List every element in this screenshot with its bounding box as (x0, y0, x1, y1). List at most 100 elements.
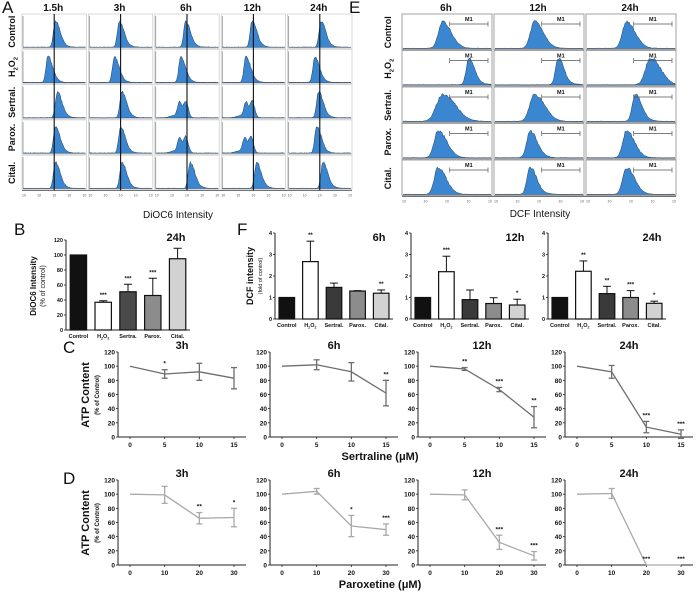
y-tick-label: 120 (404, 350, 415, 357)
x-tick-label: 0 (575, 442, 579, 449)
x-tick-label: 20 (196, 570, 204, 577)
x-tick-label: H2O2 (440, 323, 452, 329)
bar (69, 254, 88, 331)
bar-chart-6h: 0 1 2 3 4 Control ** H2O2 Sertral. Parox. ** Cital.… (269, 231, 393, 329)
x-tick-label: 10 (537, 200, 541, 204)
x-tick-label: 10 (402, 200, 406, 204)
y-tick-label: 100 (551, 364, 562, 371)
significance-marker: ** (197, 504, 203, 511)
column-header: 12h (529, 3, 546, 14)
x-tick-label: 10 (236, 194, 240, 198)
y-tick-label: 120 (404, 478, 415, 485)
x-axis-title: DiOC6 Intensity (143, 210, 213, 221)
y-tick-label: 0 (111, 563, 115, 570)
histogram-area (586, 58, 676, 86)
y-tick-label: 60 (57, 283, 63, 289)
y-tick-label: 100 (104, 364, 115, 371)
y-tick-label: 3 (269, 253, 272, 259)
y-tick-label: 40 (108, 534, 116, 541)
x-tick-label: 5 (610, 442, 614, 449)
column-header: 6h (440, 3, 452, 14)
y-tick-label: 2 (269, 274, 272, 280)
x-tick-label: 0 (128, 570, 132, 577)
bar (349, 290, 366, 320)
x-tick-label: 10 (608, 200, 612, 204)
bar (645, 302, 663, 320)
bar (508, 304, 526, 320)
histogram-area (494, 129, 584, 159)
y-axis-subtitle: (% of Control) (95, 503, 101, 543)
x-tick-label: 30 (382, 570, 390, 577)
x-tick-label: 10 (67, 194, 71, 198)
x-tick-label: 10 (580, 200, 584, 204)
y-axis-title: DiOC6 Intensity (29, 256, 38, 316)
bar (551, 296, 569, 320)
significance-marker: *** (677, 421, 685, 428)
y-tick-label: 4 (542, 231, 546, 237)
gate-label: M1 (557, 17, 565, 23)
y-tick-label: 20 (108, 548, 116, 555)
bar (168, 258, 187, 331)
significance-marker: *** (643, 412, 651, 419)
chart-title: 12h (473, 340, 492, 352)
x-tick-label: 10 (445, 200, 449, 204)
x-tick-label: 10 (82, 194, 86, 198)
bar (438, 271, 455, 320)
chart-title: 24h (620, 340, 639, 352)
chart-title: 12h (473, 468, 492, 480)
x-tick-label: 0 (280, 442, 284, 449)
row-header: Control (383, 16, 393, 48)
y-tick-label: 80 (555, 378, 563, 385)
y-tick-label: 20 (260, 420, 268, 427)
panel-label-a: A (2, 0, 14, 17)
column-header: 3h (114, 3, 126, 14)
x-tick-label: 10 (318, 194, 322, 198)
row-header: Sertral. (383, 90, 393, 121)
histogram-area (586, 167, 676, 195)
y-tick-label: 120 (54, 238, 63, 244)
y-tick-label: 40 (555, 534, 563, 541)
y-tick-label: 120 (104, 350, 115, 357)
y-tick-label: 0 (60, 328, 63, 334)
data-line (129, 365, 235, 379)
y-axis-subtitle: (fold of control) (258, 257, 264, 294)
y-axis-subtitle: (% of Control) (95, 375, 101, 415)
gate-label: M1 (557, 54, 565, 60)
x-tick-label: 0 (428, 570, 432, 577)
significance-marker: *** (496, 378, 504, 385)
significance-marker: * (653, 293, 656, 299)
panel-label-d: D (63, 469, 76, 488)
data-line (281, 364, 387, 394)
data-line (576, 492, 681, 566)
bar (325, 286, 343, 320)
gate-label: M1 (557, 127, 565, 133)
row-header: Cital. (383, 167, 393, 189)
y-tick-label: 20 (57, 313, 63, 319)
x-tick-label: Cital. (510, 323, 524, 329)
bar (461, 299, 479, 320)
x-tick-label: 0 (575, 570, 579, 577)
data-line (429, 493, 535, 557)
x-tick-label: Parox. (485, 323, 502, 329)
bar (302, 260, 319, 320)
x-tick-label: Control (69, 334, 89, 340)
x-tick-label: Cital. (647, 323, 661, 329)
x-tick-label: 10 (288, 194, 292, 198)
significance-marker: ** (531, 398, 537, 405)
y-tick-label: 100 (404, 492, 415, 499)
x-tick-label: Control (277, 323, 297, 329)
y-tick-label: 0 (263, 435, 267, 442)
y-tick-label: 4 (269, 231, 273, 237)
y-tick-label: 120 (551, 350, 562, 357)
histogram-area (586, 130, 676, 159)
y-tick-label: 80 (108, 378, 116, 385)
data-line (281, 490, 387, 531)
x-tick-label: 10 (149, 194, 153, 198)
column-header: 24h (621, 3, 638, 14)
x-tick-label: 5 (315, 442, 319, 449)
y-tick-label: 20 (260, 548, 268, 555)
histogram-area (402, 166, 492, 195)
histogram-area (494, 58, 584, 86)
histogram-area (494, 93, 584, 122)
